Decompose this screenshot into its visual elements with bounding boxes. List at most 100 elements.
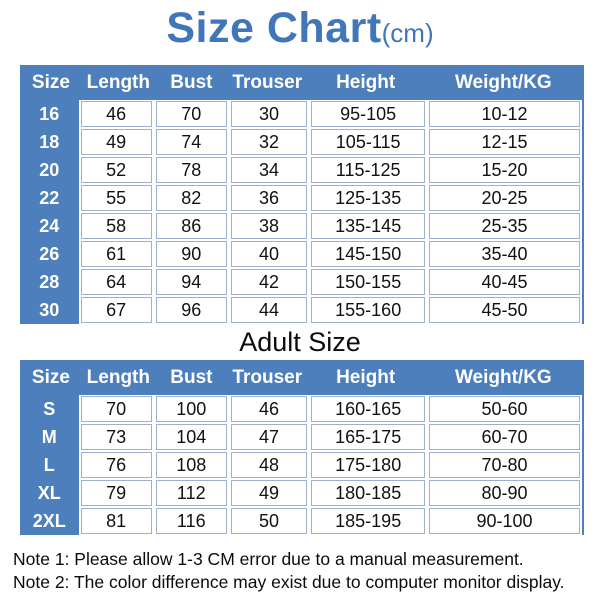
value-cell: 34 — [230, 157, 308, 183]
column-header: Length — [86, 71, 150, 93]
value-cell: 125-135 — [311, 185, 426, 211]
value-cell: 50 — [230, 508, 308, 534]
value-cell: 90 — [155, 241, 227, 267]
table-row: S 70 100 46 160-165 50-60 — [20, 395, 582, 423]
size-label-cell: M — [20, 423, 79, 451]
column-header: Trouser — [232, 71, 303, 93]
adult-size-table: Size Length Bust Trouser Height Weight/KG S 70 1… — [20, 360, 584, 535]
column-header: Size — [31, 366, 70, 388]
value-cell: 55 — [80, 185, 152, 211]
column-header: Length — [86, 366, 150, 388]
size-label-cell: 26 — [20, 240, 79, 268]
size-label-cell: 30 — [20, 296, 79, 324]
value-cell: 42 — [230, 269, 308, 295]
value-cell: 40-45 — [429, 269, 580, 295]
column-header: Height — [336, 71, 396, 93]
column-header: Trouser — [232, 366, 303, 388]
value-cell: 115-125 — [311, 157, 426, 183]
value-cell: 48 — [230, 452, 308, 478]
value-cell: 50-60 — [429, 396, 580, 422]
value-cell: 61 — [80, 241, 152, 267]
value-cell: 94 — [155, 269, 227, 295]
table-row: 16 46 70 30 95-105 10-12 — [20, 100, 582, 128]
value-cell: 160-165 — [311, 396, 426, 422]
value-cell: 67 — [80, 297, 152, 323]
size-label-cell: 16 — [20, 100, 79, 128]
value-cell: 175-180 — [311, 452, 426, 478]
adult-size-heading: Adult Size — [239, 327, 361, 357]
value-cell: 36 — [230, 185, 308, 211]
value-cell: 52 — [80, 157, 152, 183]
value-cell: 40 — [230, 241, 308, 267]
value-cell: 78 — [155, 157, 227, 183]
value-cell: 90-100 — [429, 508, 580, 534]
value-cell: 112 — [155, 480, 227, 506]
value-cell: 80-90 — [429, 480, 580, 506]
table-row: 22 55 82 36 125-135 20-25 — [20, 184, 582, 212]
size-label-cell: 20 — [20, 156, 79, 184]
value-cell: 104 — [155, 424, 227, 450]
value-cell: 73 — [80, 424, 152, 450]
table-row: L 76 108 48 175-180 70-80 — [20, 451, 582, 479]
value-cell: 60-70 — [429, 424, 580, 450]
column-header: Weight/KG — [454, 366, 552, 388]
value-cell: 35-40 — [429, 241, 580, 267]
size-label-cell: 18 — [20, 128, 79, 156]
size-label-cell: L — [20, 451, 79, 479]
value-cell: 10-12 — [429, 101, 580, 127]
table-row: 20 52 78 34 115-125 15-20 — [20, 156, 582, 184]
table-header-row: Size Length Bust Trouser Height Weight/KG — [20, 360, 582, 395]
value-cell: 150-155 — [311, 269, 426, 295]
value-cell: 38 — [230, 213, 308, 239]
size-label-cell: 2XL — [20, 507, 79, 535]
value-cell: 70 — [155, 101, 227, 127]
size-label-cell: 24 — [20, 212, 79, 240]
value-cell: 46 — [230, 396, 308, 422]
table-row: M 73 104 47 165-175 60-70 — [20, 423, 582, 451]
value-cell: 180-185 — [311, 480, 426, 506]
value-cell: 44 — [230, 297, 308, 323]
youth-size-table: Size Length Bust Trouser Height Weight/KG 16 46… — [20, 65, 584, 324]
value-cell: 12-15 — [429, 129, 580, 155]
table-row: 28 64 94 42 150-155 40-45 — [20, 268, 582, 296]
column-header: Weight/KG — [454, 71, 552, 93]
value-cell: 25-35 — [429, 213, 580, 239]
size-label-cell: 22 — [20, 184, 79, 212]
value-cell: 155-160 — [311, 297, 426, 323]
note-line-2: Note 2: The color difference may exist d… — [13, 572, 565, 592]
size-label-cell: 28 — [20, 268, 79, 296]
value-cell: 105-115 — [311, 129, 426, 155]
column-header: Height — [336, 366, 396, 388]
value-cell: 15-20 — [429, 157, 580, 183]
size-label-cell: S — [20, 395, 79, 423]
value-cell: 95-105 — [311, 101, 426, 127]
value-cell: 58 — [80, 213, 152, 239]
table-row: XL 79 112 49 180-185 80-90 — [20, 479, 582, 507]
value-cell: 81 — [80, 508, 152, 534]
value-cell: 165-175 — [311, 424, 426, 450]
value-cell: 30 — [230, 101, 308, 127]
table-row: 24 58 86 38 135-145 25-35 — [20, 212, 582, 240]
size-label-cell: XL — [20, 479, 79, 507]
value-cell: 185-195 — [311, 508, 426, 534]
column-header: Bust — [170, 366, 213, 388]
column-header: Size — [31, 71, 70, 93]
value-cell: 45-50 — [429, 297, 580, 323]
page-title-unit: (cm) — [381, 18, 434, 48]
value-cell: 100 — [155, 396, 227, 422]
table-row: 26 61 90 40 145-150 35-40 — [20, 240, 582, 268]
size-chart-page: Size Chart(cm) Size Length Bust Trouser Heig… — [0, 4, 600, 604]
value-cell: 49 — [230, 480, 308, 506]
table-row: 18 49 74 32 105-115 12-15 — [20, 128, 582, 156]
value-cell: 49 — [80, 129, 152, 155]
table-row: 2XL 81 116 50 185-195 90-100 — [20, 507, 582, 535]
value-cell: 70 — [80, 396, 152, 422]
value-cell: 46 — [80, 101, 152, 127]
value-cell: 86 — [155, 213, 227, 239]
table-row: 30 67 96 44 155-160 45-50 — [20, 296, 582, 324]
notes: Note 1: Please allow 1-3 CM error due to… — [13, 548, 600, 594]
value-cell: 116 — [155, 508, 227, 534]
table-header-row: Size Length Bust Trouser Height Weight/KG — [20, 65, 582, 100]
value-cell: 76 — [80, 452, 152, 478]
page-title-text: Size Chart — [166, 4, 382, 52]
